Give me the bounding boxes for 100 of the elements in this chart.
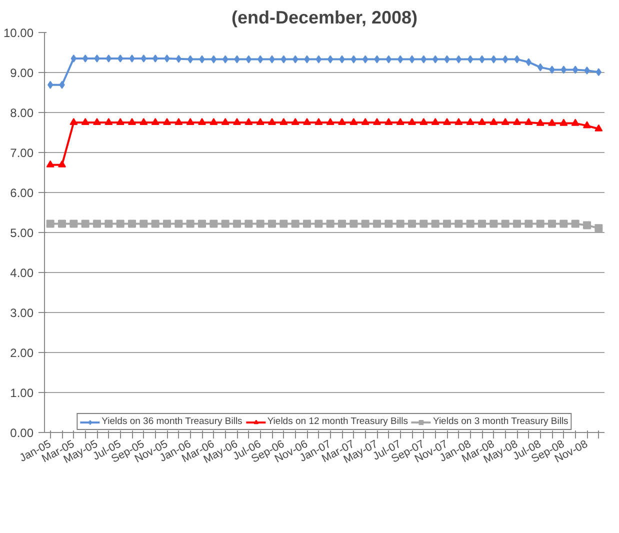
point bbox=[280, 118, 288, 126]
point bbox=[81, 118, 90, 126]
point bbox=[210, 55, 216, 64]
y-tick-label: 6.00 bbox=[10, 186, 34, 200]
y-tick-label: 9.00 bbox=[10, 66, 34, 80]
point bbox=[58, 220, 66, 228]
point bbox=[210, 220, 218, 228]
point bbox=[386, 55, 392, 64]
point bbox=[48, 80, 54, 89]
point bbox=[350, 118, 358, 126]
point bbox=[116, 220, 124, 228]
point bbox=[490, 220, 498, 228]
point bbox=[572, 66, 578, 74]
point bbox=[303, 118, 311, 126]
y-tick-label: 0.00 bbox=[10, 426, 34, 440]
point bbox=[339, 55, 345, 64]
point bbox=[256, 118, 264, 126]
point bbox=[129, 54, 135, 62]
point bbox=[409, 55, 415, 64]
point bbox=[502, 55, 508, 64]
y-tick-label: 10.00 bbox=[3, 26, 34, 40]
point bbox=[501, 220, 510, 228]
point bbox=[361, 118, 370, 126]
point bbox=[81, 220, 90, 228]
legend-label: Yields on 36 month Treasury Bills bbox=[102, 416, 242, 427]
point bbox=[560, 220, 568, 228]
point bbox=[396, 118, 404, 126]
point bbox=[140, 220, 148, 228]
point bbox=[174, 118, 183, 126]
point bbox=[291, 220, 300, 228]
y-tick-label: 2.00 bbox=[10, 346, 34, 360]
point bbox=[268, 220, 276, 228]
point bbox=[198, 220, 206, 228]
point bbox=[526, 58, 532, 66]
point bbox=[408, 118, 416, 126]
point bbox=[210, 118, 218, 126]
point bbox=[316, 55, 322, 64]
point bbox=[268, 118, 276, 126]
point bbox=[269, 55, 275, 64]
point bbox=[70, 220, 78, 228]
point bbox=[221, 118, 230, 126]
point bbox=[186, 220, 194, 228]
point bbox=[128, 220, 136, 228]
point bbox=[338, 220, 346, 228]
point bbox=[490, 118, 498, 126]
point bbox=[233, 118, 241, 126]
point bbox=[350, 55, 356, 64]
point bbox=[514, 55, 520, 64]
point bbox=[549, 66, 555, 74]
point bbox=[93, 118, 101, 126]
point bbox=[584, 66, 590, 74]
point bbox=[478, 220, 486, 228]
point bbox=[256, 220, 264, 228]
point bbox=[163, 118, 171, 126]
point bbox=[176, 54, 182, 63]
point bbox=[104, 220, 113, 228]
point bbox=[292, 55, 298, 64]
point bbox=[199, 55, 205, 64]
point bbox=[222, 55, 228, 64]
point bbox=[70, 54, 76, 62]
point bbox=[244, 220, 253, 228]
point bbox=[466, 220, 474, 228]
point bbox=[571, 220, 580, 228]
point bbox=[560, 66, 566, 74]
point bbox=[548, 220, 556, 228]
point bbox=[116, 118, 124, 126]
point bbox=[104, 118, 113, 126]
point bbox=[70, 118, 78, 126]
point bbox=[94, 54, 100, 62]
point bbox=[106, 54, 112, 62]
y-tick-label: 4.00 bbox=[10, 266, 34, 280]
point bbox=[291, 118, 300, 126]
y-tick-label: 1.00 bbox=[10, 386, 34, 400]
point bbox=[280, 220, 288, 228]
point bbox=[596, 68, 602, 76]
point bbox=[314, 220, 323, 228]
y-tick-label: 7.00 bbox=[10, 146, 34, 160]
point bbox=[524, 118, 533, 126]
y-tick-label: 5.00 bbox=[10, 226, 34, 240]
point bbox=[594, 124, 603, 132]
point bbox=[350, 220, 358, 228]
point bbox=[513, 220, 521, 228]
legend-label: Yields on 3 month Treasury Bills bbox=[432, 416, 568, 427]
point bbox=[258, 55, 264, 64]
point bbox=[454, 220, 463, 228]
point bbox=[384, 220, 393, 228]
point bbox=[431, 118, 440, 126]
point bbox=[58, 160, 66, 168]
point bbox=[444, 55, 450, 64]
point bbox=[513, 118, 521, 126]
point bbox=[93, 220, 101, 228]
point bbox=[82, 54, 88, 62]
point bbox=[244, 118, 253, 126]
point bbox=[384, 118, 393, 126]
point bbox=[59, 80, 65, 89]
point bbox=[152, 54, 158, 62]
point bbox=[454, 118, 463, 126]
point bbox=[536, 118, 544, 126]
point bbox=[186, 118, 194, 126]
point bbox=[420, 220, 428, 228]
